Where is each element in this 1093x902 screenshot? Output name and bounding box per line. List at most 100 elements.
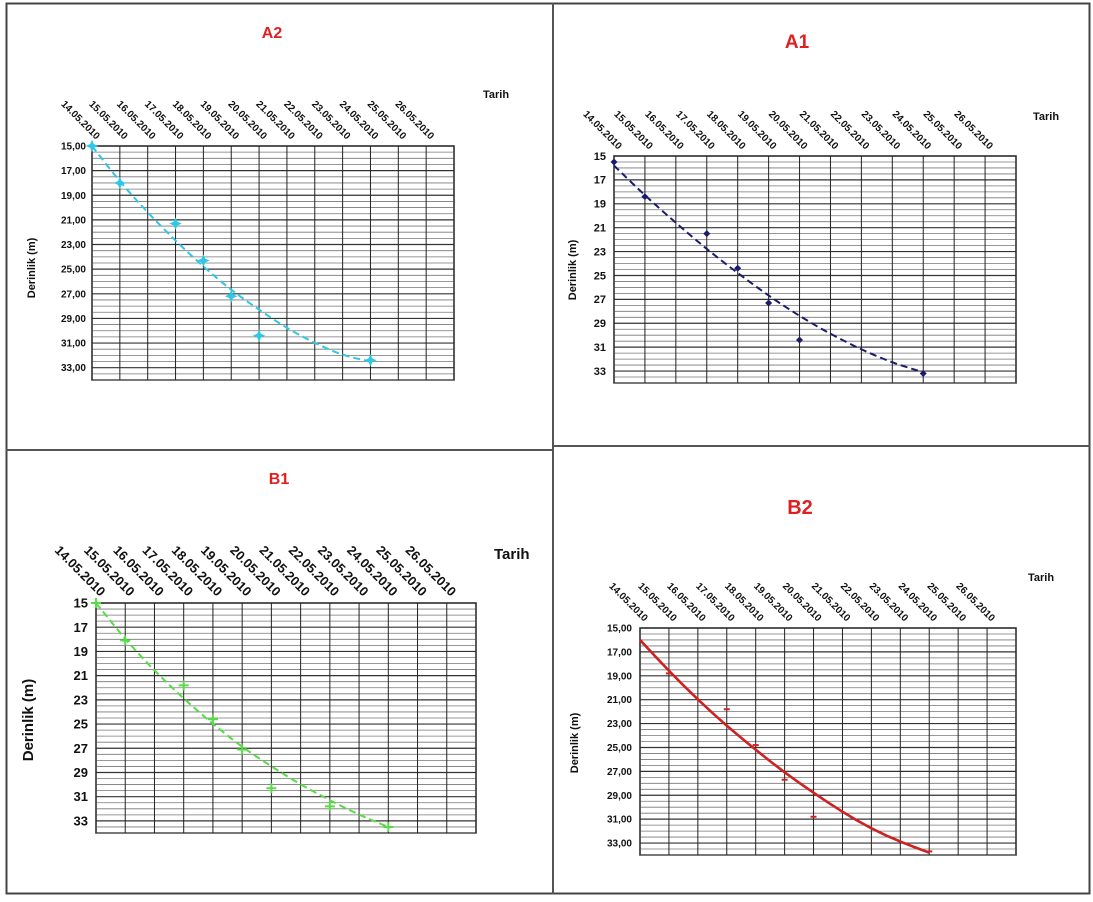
y-tick-label: 29,00: [61, 314, 86, 325]
y-tick-label: 27: [594, 294, 606, 306]
x-axis-label-a1: Tarih: [1033, 111, 1059, 123]
chart-title-b2: B2: [787, 497, 813, 519]
y-tick-labels-a2: 15,00 17,00 19,00 21,00 23,00 25,00 27,00 29,00…: [61, 142, 86, 375]
panel-frames: [5, 2, 1091, 895]
y-tick-label: 21: [74, 668, 88, 683]
y-tick-label: 17: [74, 620, 88, 635]
data-points-b2: [665, 672, 933, 853]
y-tick-label: 31,00: [607, 815, 632, 826]
y-tick-label: 25: [74, 717, 88, 732]
y-tick-label: 33,00: [607, 839, 632, 850]
y-tick-label: 17: [594, 175, 606, 187]
data-point: [703, 230, 711, 238]
chart-panel-b1: B1 Tarih Derinlik (m) 14.05.201015.05.20…: [20, 471, 530, 834]
data-point: [641, 193, 649, 201]
y-axis-label-b1: Derinlik (m): [20, 679, 37, 762]
outer-frame: [5, 2, 1091, 895]
data-point: [197, 254, 210, 267]
y-tick-label: 19: [74, 644, 88, 659]
trend-line-a2: [91, 145, 371, 363]
y-tick-label: 33: [594, 366, 606, 378]
data-point: [169, 217, 182, 230]
y-tick-label: 31: [594, 342, 606, 354]
y-tick-labels-a1: 15 17 19 21 23 25 27 29 31 33: [594, 151, 606, 378]
data-point: [224, 289, 238, 303]
chart-panel-b2: B2 Tarih Derinlik (m) 14.05.201015.05.20…: [569, 497, 1054, 856]
y-tick-label: 15,00: [607, 624, 632, 635]
chart-title-b1: B1: [269, 471, 290, 488]
chart-panel-a1: A1 Tarih Derinlik (m) 14.05.201015.05.20…: [567, 32, 1059, 384]
y-tick-labels-b2: 15,00 17,00 19,00 21,00 23,00 25,00 27,00 29,00…: [607, 624, 632, 850]
data-point: [796, 336, 804, 344]
y-tick-label: 27,00: [61, 289, 86, 300]
data-point: [919, 369, 927, 377]
data-points-a2: [85, 139, 377, 367]
y-tick-label: 29: [74, 765, 88, 780]
y-tick-label: 31,00: [61, 339, 86, 350]
y-tick-label: 15: [74, 596, 88, 611]
data-point: [734, 264, 742, 272]
y-tick-label: 23,00: [607, 719, 632, 730]
x-tick-labels-b1: 14.05.201015.05.201016.05.201017.05.2010…: [52, 542, 459, 599]
y-tick-label: 25,00: [61, 265, 86, 276]
data-point: [207, 714, 218, 725]
data-point: [266, 783, 277, 794]
chart-title-a1: A1: [785, 32, 810, 53]
data-point: [364, 354, 377, 367]
data-point: [91, 598, 101, 608]
x-axis-label-a2: Tarih: [483, 89, 509, 101]
y-axis-label-a1: Derinlik (m): [567, 239, 579, 300]
data-point: [324, 801, 335, 812]
y-tick-label: 15,00: [61, 142, 86, 153]
data-point: [113, 176, 127, 190]
data-point: [765, 299, 773, 307]
x-axis-label-b1: Tarih: [494, 546, 530, 563]
y-tick-label: 21,00: [607, 695, 632, 706]
y-axis-label-a2: Derinlik (m): [26, 237, 38, 298]
y-tick-label: 27,00: [607, 767, 632, 778]
gridlines-b1: [95, 602, 477, 834]
y-tick-label: 23: [594, 246, 606, 258]
data-point: [252, 329, 266, 342]
y-tick-label: 29: [594, 318, 606, 330]
y-tick-label: 33: [74, 813, 88, 828]
data-point: [383, 821, 394, 832]
y-tick-label: 23,00: [61, 240, 86, 251]
data-point: [120, 635, 131, 646]
x-tick-labels-a1: 14.05.201015.05.201016.05.201017.05.2010…: [580, 109, 995, 152]
gridlines-a1: [613, 155, 1017, 384]
y-tick-label: 23: [74, 692, 88, 707]
chart-title-a2: A2: [262, 25, 283, 42]
y-tick-label: 33,00: [61, 363, 86, 374]
data-point: [610, 158, 618, 166]
y-tick-label: 17,00: [607, 647, 632, 658]
trend-line-b1: [95, 602, 389, 828]
data-points-b1: [91, 598, 394, 832]
y-tick-label: 25,00: [607, 743, 632, 754]
data-point: [85, 139, 99, 153]
data-point: [237, 744, 248, 755]
y-tick-label: 15: [594, 151, 606, 163]
data-points-a1: [610, 158, 927, 377]
y-tick-label: 19,00: [61, 191, 86, 202]
y-tick-label: 17,00: [61, 166, 86, 177]
y-tick-label: 25: [594, 270, 606, 282]
y-tick-label: 29,00: [607, 791, 632, 802]
data-point: [178, 680, 189, 691]
y-axis-label-b2: Derinlik (m): [569, 712, 581, 773]
y-tick-label: 31: [74, 789, 88, 804]
y-tick-labels-b1: 15 17 19 21 23 25 27 29 31 33: [74, 596, 88, 829]
y-tick-label: 19: [594, 199, 606, 211]
chart-panel-a2: A2 Tarih Derinlik (m) 14.05.201015.05.20…: [26, 25, 509, 381]
y-tick-label: 21,00: [61, 215, 86, 226]
gridlines-a2: [91, 145, 455, 381]
x-axis-label-b2: Tarih: [1028, 572, 1054, 584]
y-tick-label: 19,00: [607, 671, 632, 682]
x-tick-labels-a2: 14.05.201015.05.201016.05.201017.05.2010…: [58, 99, 436, 142]
gridlines-b2: [639, 627, 1017, 856]
trend-line-b2: [639, 639, 930, 854]
y-tick-label: 21: [594, 223, 606, 235]
x-tick-labels-b2: 14.05.201015.05.201016.05.201017.05.2010…: [606, 581, 997, 624]
